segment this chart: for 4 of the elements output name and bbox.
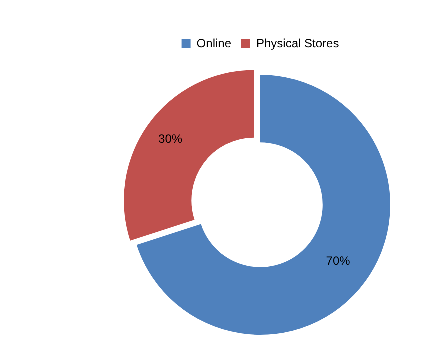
data-label: 70% [326, 254, 351, 268]
data-label: 30% [158, 132, 183, 146]
legend-label: Physical Stores [256, 36, 340, 50]
legend-label: Online [196, 36, 232, 50]
